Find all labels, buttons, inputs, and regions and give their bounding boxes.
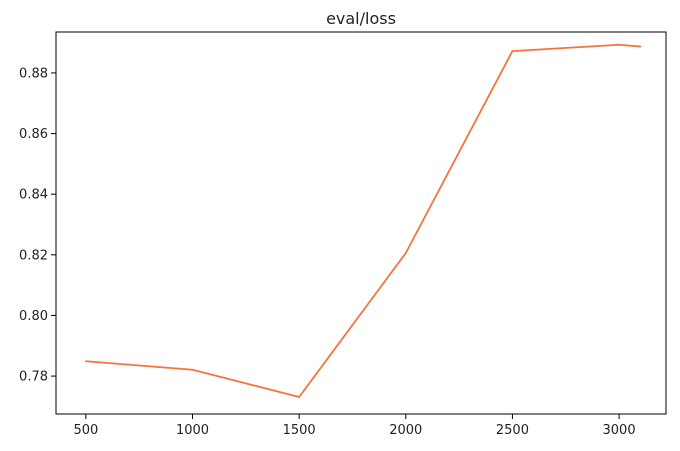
x-tick-label: 500 — [73, 423, 98, 438]
x-tick-label: 3000 — [603, 423, 636, 438]
data-point — [404, 252, 407, 254]
data-point — [191, 368, 194, 371]
x-axis: 500 1000 1500 2000 2500 3000 — [73, 414, 636, 438]
y-tick-label: 0.78 — [19, 370, 48, 385]
data-point — [511, 50, 514, 52]
y-axis: 0.78 0.80 0.82 0.84 0.86 0.88 — [19, 66, 56, 385]
x-tick-label: 2000 — [389, 423, 422, 438]
data-point — [639, 45, 642, 48]
x-tick-label: 2500 — [496, 423, 529, 438]
series-layer — [84, 43, 642, 398]
data-point — [618, 43, 620, 46]
y-tick-label: 0.84 — [19, 188, 48, 203]
series-line — [85, 43, 641, 398]
x-tick-label: 1000 — [176, 423, 209, 438]
y-tick-label: 0.80 — [19, 309, 48, 324]
chart-title: eval/loss — [326, 9, 396, 28]
axes-frame — [55, 31, 667, 415]
x-tick-label: 1500 — [283, 423, 316, 438]
y-tick-label: 0.82 — [19, 248, 48, 263]
y-tick-label: 0.88 — [19, 66, 48, 81]
data-point — [84, 360, 87, 363]
data-point — [298, 396, 301, 398]
y-tick-label: 0.86 — [19, 127, 48, 142]
